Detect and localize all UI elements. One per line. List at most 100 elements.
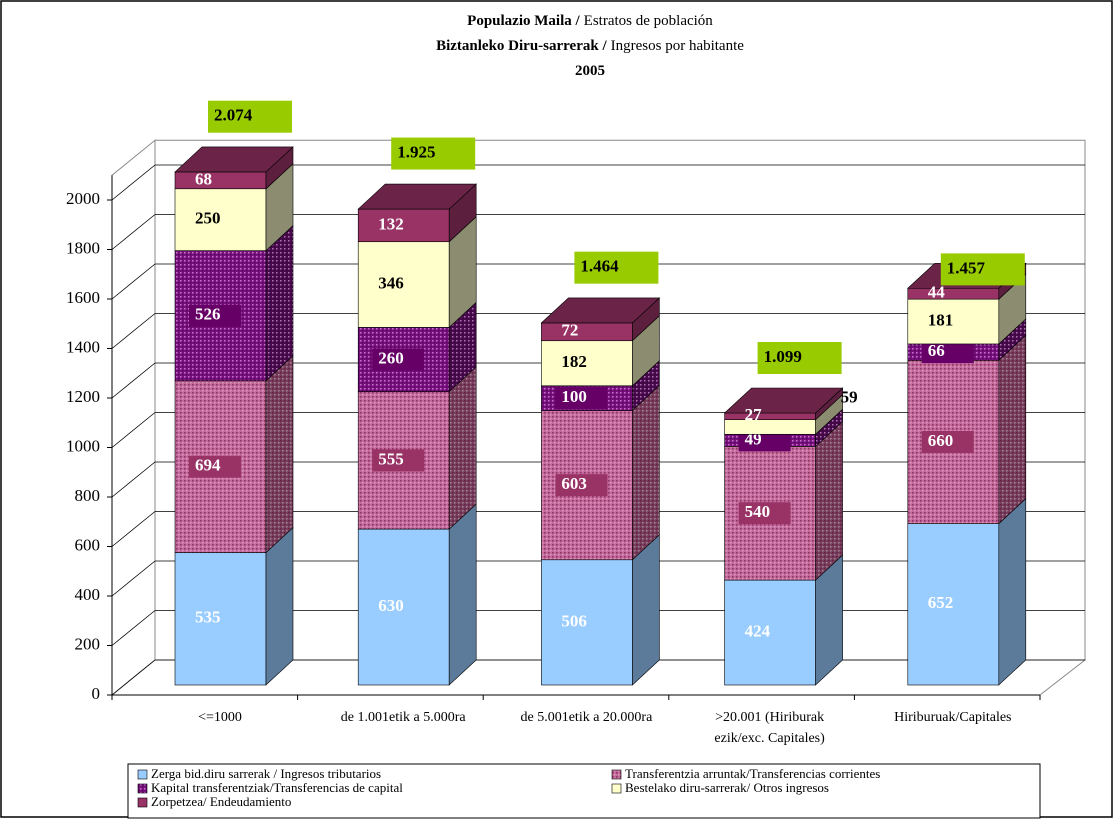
grid-line-side bbox=[111, 313, 156, 349]
bar-segment bbox=[174, 163, 294, 252]
y-tick-label: 600 bbox=[75, 535, 101, 554]
bar-top bbox=[174, 146, 294, 173]
title-part: Ingresos por habitante bbox=[611, 38, 745, 54]
bar-segment bbox=[174, 355, 294, 554]
legend-label: Kapital transferentziak/Transferencias d… bbox=[151, 780, 403, 795]
value-label: 506 bbox=[561, 611, 587, 630]
legend-box bbox=[127, 763, 1041, 819]
value-label: 181 bbox=[928, 310, 954, 329]
x-tick-label: Hiriburuak/Capitales bbox=[894, 710, 1011, 725]
bar-segment bbox=[541, 534, 660, 686]
y-tick-label: 1200 bbox=[66, 387, 100, 406]
total-box bbox=[574, 251, 659, 284]
bar-front bbox=[357, 241, 450, 328]
bar-front bbox=[174, 188, 267, 251]
value-label: 260 bbox=[378, 348, 404, 367]
bar-front bbox=[724, 419, 816, 435]
title-part: 2005 bbox=[575, 63, 605, 79]
bar-side bbox=[448, 366, 477, 530]
value-label: 346 bbox=[378, 273, 404, 292]
value-label: 603 bbox=[561, 474, 587, 493]
y-tick-label: 2000 bbox=[66, 189, 100, 208]
chart-title: Biztanleko Diru-sarrerak / Ingresos por h… bbox=[436, 38, 744, 54]
bar-front bbox=[724, 412, 816, 420]
y-tick-label: 1800 bbox=[66, 238, 100, 257]
value-label-box bbox=[921, 341, 974, 364]
value-label-box bbox=[555, 387, 608, 410]
bar-segment bbox=[540, 297, 661, 342]
value-label: 540 bbox=[745, 502, 771, 521]
legend-swatch bbox=[137, 783, 148, 794]
grid-line-side bbox=[111, 412, 156, 448]
legend-swatch bbox=[611, 769, 622, 780]
value-label: 424 bbox=[745, 621, 771, 640]
value-label-box bbox=[738, 502, 791, 525]
total-label: 1.464 bbox=[580, 257, 619, 276]
total-box bbox=[757, 341, 842, 374]
grid-line-side bbox=[111, 263, 156, 300]
y-tick-label: 1400 bbox=[66, 337, 100, 356]
value-label: 555 bbox=[378, 449, 404, 468]
x-tick-label: <=1000 bbox=[198, 710, 242, 725]
value-label-box bbox=[189, 304, 241, 327]
bar-segment bbox=[541, 384, 660, 561]
title-block: Populazio Maila / Estratos de población Bi… bbox=[436, 13, 744, 79]
grid-line-side bbox=[111, 511, 156, 547]
y-tick-label: 200 bbox=[75, 634, 101, 653]
title-part: Populazio Maila / bbox=[467, 13, 580, 29]
bar-top bbox=[357, 183, 477, 210]
total-label: 1.099 bbox=[764, 347, 802, 366]
bar-side bbox=[265, 355, 294, 554]
value-label: 694 bbox=[195, 456, 221, 475]
bar-side bbox=[632, 384, 660, 561]
value-label: 132 bbox=[378, 214, 404, 233]
bar-side bbox=[998, 334, 1027, 525]
y-tick-label: 0 bbox=[92, 684, 101, 703]
total-label: 1.457 bbox=[947, 258, 986, 277]
value-label: 660 bbox=[928, 431, 954, 450]
value-label-box bbox=[372, 449, 425, 472]
value-label: 27 bbox=[745, 405, 763, 424]
value-label: 535 bbox=[195, 608, 221, 627]
bar-side bbox=[998, 497, 1027, 686]
value-label-box bbox=[555, 474, 608, 497]
bar-segment bbox=[174, 224, 294, 382]
bar-front bbox=[174, 171, 267, 190]
bar-front bbox=[907, 298, 1000, 345]
legend-label: Zerga bid.diru sarrerak / Ingresos tribu… bbox=[151, 766, 381, 781]
bar-segment bbox=[907, 334, 1027, 525]
bar-front bbox=[174, 552, 267, 686]
legend-label: Zorpetzea/ Endeudamiento bbox=[151, 794, 291, 809]
value-label: 44 bbox=[928, 283, 946, 302]
grid-line-side bbox=[111, 659, 156, 696]
chart-title: Populazio Maila / Estratos de población bbox=[467, 13, 713, 29]
bar-side bbox=[815, 420, 843, 581]
grid-line-side bbox=[111, 164, 156, 201]
grid-line-side bbox=[111, 214, 156, 250]
legend-swatch bbox=[137, 797, 148, 808]
total-box bbox=[391, 137, 476, 170]
total-label: 1.925 bbox=[397, 142, 435, 161]
y-tick-label: 1600 bbox=[66, 288, 100, 307]
bar-front bbox=[357, 528, 450, 686]
total-box bbox=[208, 100, 292, 133]
value-label: 182 bbox=[561, 352, 587, 371]
value-label: 652 bbox=[928, 593, 954, 612]
bar-top bbox=[723, 387, 844, 414]
value-label-box bbox=[738, 429, 791, 452]
grid-line-side bbox=[111, 362, 156, 399]
y-tick-label: 400 bbox=[75, 585, 101, 604]
bar-front bbox=[541, 322, 633, 342]
bar-segment bbox=[174, 146, 294, 190]
total-label: 2.074 bbox=[214, 106, 253, 125]
bar-front bbox=[907, 287, 1000, 300]
grid-line-side bbox=[111, 461, 156, 498]
bar-segment bbox=[357, 216, 477, 329]
bar-side bbox=[265, 526, 294, 686]
grid-line-side bbox=[111, 560, 156, 597]
bar-segment bbox=[907, 497, 1027, 686]
bar-segment bbox=[174, 526, 294, 686]
bar-top bbox=[540, 297, 661, 324]
value-label: 66 bbox=[928, 341, 945, 360]
value-label-box bbox=[921, 430, 974, 453]
